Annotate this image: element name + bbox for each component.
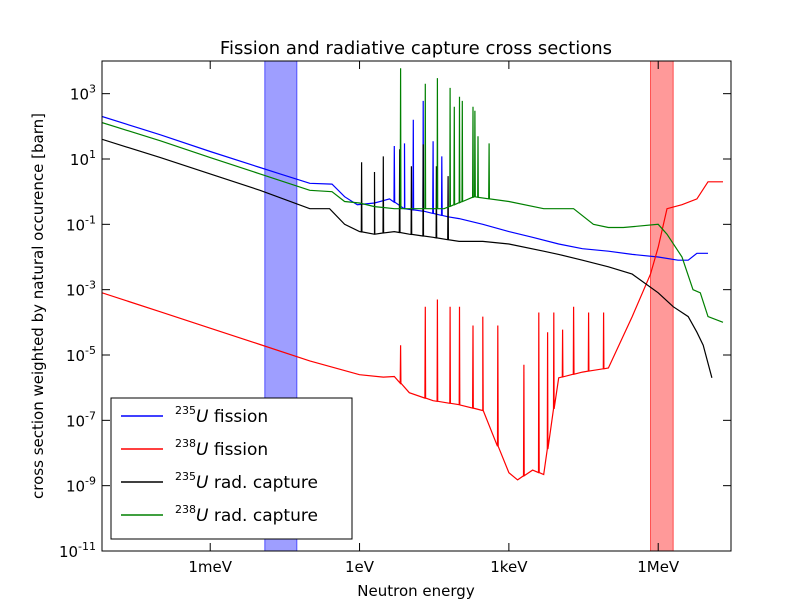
legend-label-3: 235U rad. capture <box>175 470 318 493</box>
y-tick-label-5: 10-3 <box>66 279 96 300</box>
legend: 235U fission 238U fission 235U rad. captur… <box>110 397 353 540</box>
x-axis-label: Neutron energy <box>357 582 475 600</box>
y-tick-label-1: 10-11 <box>59 540 96 561</box>
highlight-band-2 <box>649 61 674 551</box>
y-axis-label: cross section weighted by natural occure… <box>29 113 47 499</box>
x-tick-label-3: 1keV <box>490 558 528 576</box>
y-tick-label-4: 10-5 <box>66 344 96 365</box>
series-line-4 <box>102 68 724 323</box>
y-tick-label-8: 103 <box>70 83 96 104</box>
series-line-2 <box>102 181 723 481</box>
x-tick-label-1: 1meV <box>188 558 232 576</box>
plot-frame <box>101 60 732 552</box>
series-line-1 <box>102 100 708 261</box>
x-tick-label-2: 1eV <box>345 558 375 576</box>
y-tick-label-2: 10-9 <box>66 475 96 496</box>
chart-title: Fission and radiative capture cross sect… <box>220 38 612 59</box>
legend-label-2: 238U fission <box>175 437 268 460</box>
y-tick-label-7: 101 <box>70 148 96 169</box>
series-line-3 <box>102 138 713 378</box>
legend-label-1: 235U fission <box>175 404 268 427</box>
x-tick-label-4: 1MeV <box>637 558 680 576</box>
y-tick-label-6: 10-1 <box>66 213 96 234</box>
axis-ticks: 1meV 1eV 1keV 1MeV 10-11 10-9 10-7 10-5 10-3 10-1… <box>59 61 731 576</box>
y-tick-label-3: 10-7 <box>66 409 96 430</box>
legend-label-4: 238U rad. capture <box>175 503 318 526</box>
series-lines <box>102 68 724 481</box>
